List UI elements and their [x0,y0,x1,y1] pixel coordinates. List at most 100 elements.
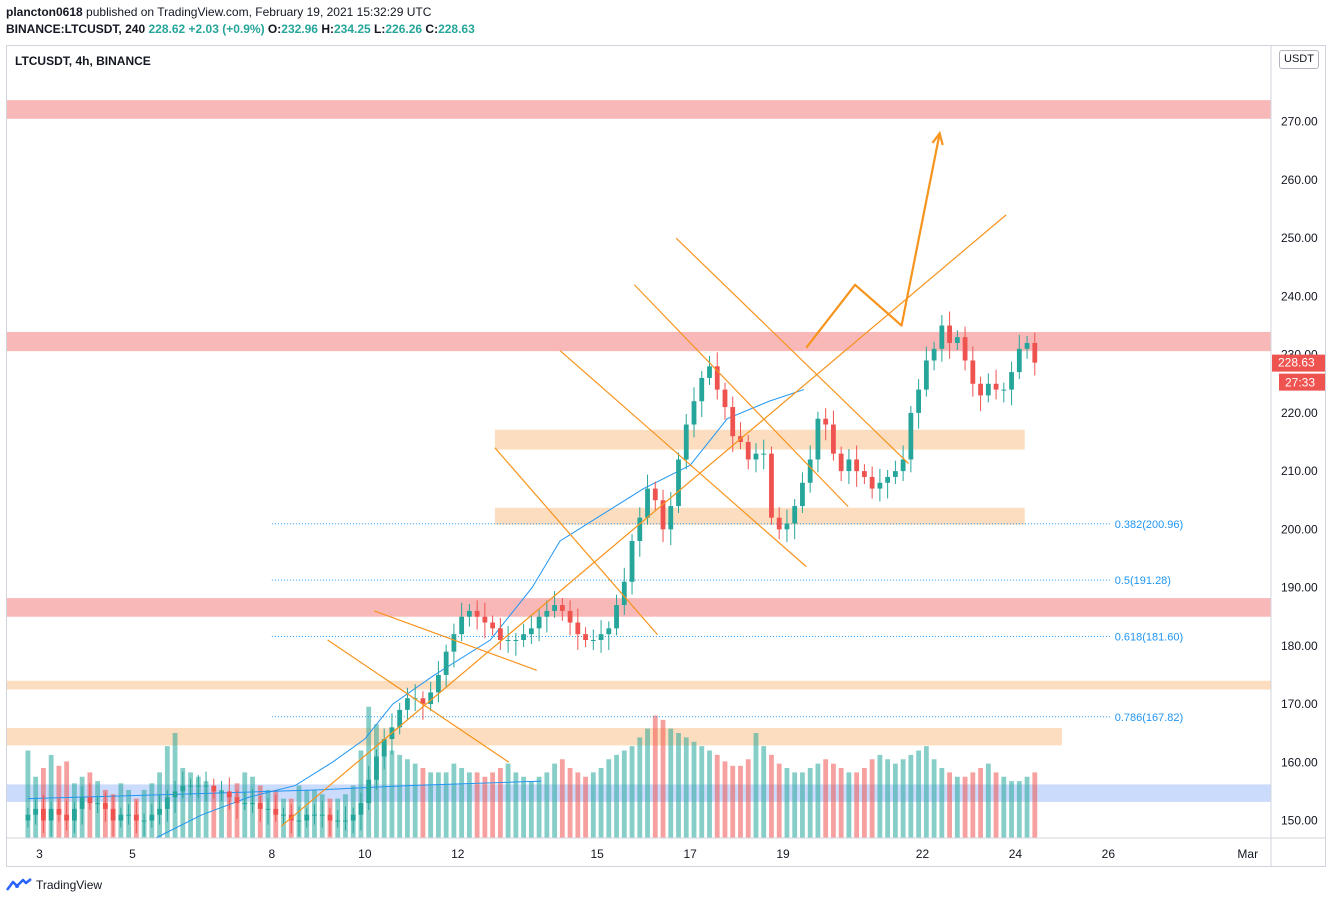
zone-5 [494,507,1025,525]
candle-body [203,785,209,787]
volume-bar [985,763,991,838]
volume-bar [753,733,759,838]
high-value: 234.25 [333,22,371,36]
candle-body [575,622,581,635]
x-tick-label: 12 [451,847,465,861]
volume-bar [838,768,844,838]
candle-body [1001,389,1007,391]
candle-body [327,814,333,821]
volume-bar [846,772,852,838]
candle-body [436,674,441,693]
candle-body [451,634,457,652]
volume-bar [443,772,449,838]
candle-body [110,808,116,821]
candle-body [606,628,612,635]
tradingview-brand: TradingView [36,878,103,892]
y-tick-label: 220.00 [1281,406,1318,420]
pane-title: LTCUSDT, 4h, BINANCE [15,54,151,68]
volume-bar [900,759,906,838]
volume-bar [180,768,186,838]
candle-body [993,383,999,390]
candle-body [1009,372,1014,390]
volume-bar [776,763,782,838]
volume-bar [683,737,689,838]
candle-body [234,797,240,804]
volume-bar [211,789,217,838]
candle-body [358,803,364,815]
candle-body [637,517,643,541]
tradingview-icon [6,878,32,891]
candle-body [381,739,387,757]
volume-bar [590,772,596,838]
candle-body [126,814,132,816]
volume-bar [226,794,232,838]
currency-button[interactable]: USDT [1279,50,1319,69]
candle-body [180,785,186,792]
volume-bar [505,763,511,838]
candle-body [769,453,774,518]
volume-bar [962,776,968,838]
open-label: O: [267,22,282,36]
volume-bar [397,754,403,838]
candle-body [792,506,798,524]
volume-bar [885,759,891,838]
volume-bar [629,746,635,838]
close-value: 228.63 [438,22,475,36]
candle-body [544,610,550,617]
trend-line-6 [280,214,1007,827]
candle-body [41,808,46,821]
candle-body [916,389,922,413]
candle-body [691,401,697,425]
publish-text: published on TradingView.com, February 1… [86,5,432,19]
volume-layer [25,706,1038,838]
x-tick-label: 22 [916,847,930,861]
candle-body [707,366,712,378]
volume-bar [513,772,519,838]
volume-bar [195,776,201,838]
candle-body [133,814,139,821]
y-tick-label: 200.00 [1281,522,1318,536]
candle-body [583,634,588,640]
candle-body [660,500,666,530]
y-tick-label: 170.00 [1281,697,1318,711]
candle-body [102,803,108,809]
candle-body [683,424,689,460]
volume-bar [854,772,860,838]
countdown-label: 27:33 [1285,376,1315,390]
candle-body [497,628,503,640]
author-name[interactable]: plancton0618 [6,5,83,19]
candle-body [1032,343,1038,363]
candle-body [265,808,271,810]
candle-body [374,756,379,780]
y-tick-label: 160.00 [1281,755,1318,769]
candle-body [699,377,705,402]
volume-bar [738,765,743,838]
fib-label-0: 0.382(200.96) [1115,519,1184,531]
candle-body [869,476,875,489]
countdown-badge [1279,373,1325,391]
tradingview-logo[interactable]: TradingView [6,878,102,892]
volume-bar [459,768,465,838]
candle-body [172,791,178,798]
open-value: 232.96 [281,22,318,36]
candle-body [892,471,898,477]
candle-body [730,407,736,437]
volume-bar [815,763,821,838]
volume-bar [892,763,898,838]
volume-bar [831,763,836,838]
volume-bar [497,768,503,838]
candle-body [714,366,720,390]
candle-body [118,814,124,821]
volume-bar [451,763,457,838]
volume-bar [993,772,999,838]
chart-frame [6,45,1326,867]
volume-bar [552,763,557,838]
candle-body [33,808,39,815]
candle-body [776,517,782,530]
candle-body [559,605,565,611]
candle-body [257,803,263,809]
candle-body [482,616,488,623]
y-tick-label: 270.00 [1281,115,1318,129]
volume-bar [792,772,798,838]
